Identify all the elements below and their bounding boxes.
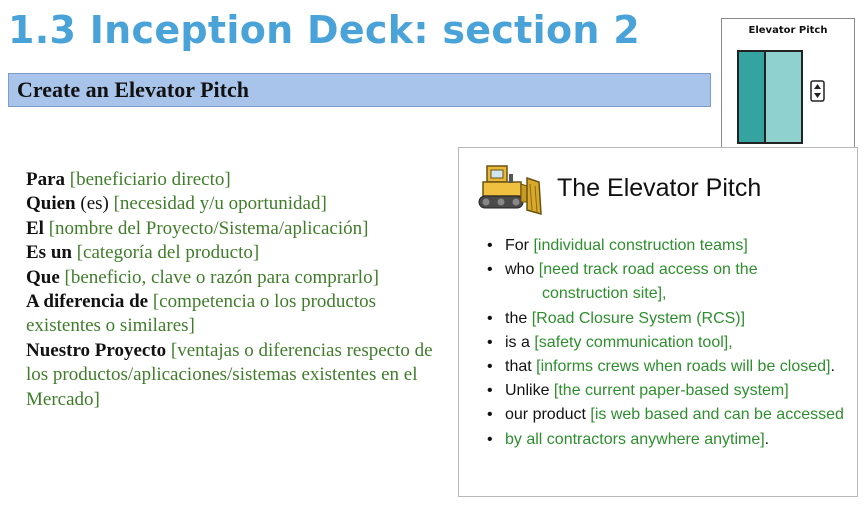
template-line: Nuestro Proyecto [ventajas o diferencias… xyxy=(26,339,446,412)
bullet-lead: the xyxy=(505,309,532,327)
template-placeholder: [necesidad y/u oportunidad] xyxy=(113,193,327,215)
bullet-continuation: construction site], xyxy=(485,282,857,306)
template-keyword: A diferencia de xyxy=(26,291,149,313)
bullet-value: [is web based and can be accessed xyxy=(590,406,844,424)
template-keyword: Para xyxy=(26,169,66,190)
bullet-item: • Unlike [the current paper-based system] xyxy=(487,382,789,400)
bullet-value: [the current paper-based system] xyxy=(553,382,789,400)
template-line: Para [beneficiario directo] xyxy=(26,168,446,192)
bullet-lead: For xyxy=(505,237,534,254)
elevator-pitch-card: Elevator Pitch xyxy=(721,18,855,150)
template-line: El [nombre del Proyecto/Sistema/aplicaci… xyxy=(26,217,446,241)
bullet-item: • by all contractors anywhere anytime]. xyxy=(487,430,770,448)
bullet-lead: that xyxy=(505,358,537,376)
template-placeholder: [beneficiario directo] xyxy=(65,169,231,190)
slide-subtitle: Create an Elevator Pitch xyxy=(17,77,249,102)
template-placeholder: [beneficio, clave o razón para comprarlo… xyxy=(59,266,379,288)
bullet-item: • who [need track road access on the xyxy=(487,261,758,279)
bulldozer-icon xyxy=(478,165,542,216)
template-keyword: Nuestro Proyecto xyxy=(26,339,167,361)
elevator-icon xyxy=(737,50,825,144)
template-keyword: Que xyxy=(26,266,60,288)
elevator-pitch-template: Para [beneficiario directo] Quien (es) [… xyxy=(26,168,446,412)
slide-title: 1.3 Inception Deck: section 2 xyxy=(8,8,640,52)
template-connector: (es) xyxy=(75,193,114,215)
template-placeholder: [ventajas o diferencias respecto de los … xyxy=(26,339,433,410)
bullet-value: [need track road access on the xyxy=(538,261,758,279)
template-line: A diferencia de [competencia o los produ… xyxy=(26,290,446,339)
bullet-value: [safety communication tool], xyxy=(534,333,733,351)
bullet-item: • the [Road Closure System (RCS)] xyxy=(487,309,746,327)
template-keyword: Quien xyxy=(26,193,76,215)
template-keyword: Es un xyxy=(26,242,72,264)
bullet-tail: . xyxy=(830,358,835,376)
template-line: Quien (es) [necesidad y/u oportunidad] xyxy=(26,192,446,216)
example-bullet-list: • For [individual construction teams] • wh… xyxy=(485,234,857,452)
template-placeholder: [categoría del producto] xyxy=(71,242,260,264)
bullet-value: [individual construction teams] xyxy=(533,237,748,254)
bullet-value: construction site], xyxy=(542,285,667,303)
bullet-item: • is a [safety communication tool], xyxy=(487,333,733,351)
bullet-item: • that [informs crews when roads will be … xyxy=(487,358,835,376)
template-keyword: El xyxy=(26,217,44,239)
card-title: Elevator Pitch xyxy=(748,25,828,36)
bullet-lead: our product xyxy=(505,406,591,424)
template-placeholder: [nombre del Proyecto/Sistema/aplicación] xyxy=(43,217,369,239)
example-pitch-panel: The Elevator Pitch • For [individual cons… xyxy=(458,147,858,497)
bullet-lead: is a xyxy=(505,333,535,351)
bullet-lead: who xyxy=(505,261,539,279)
example-title: The Elevator Pitch xyxy=(557,174,762,202)
bullet-item: • our product [is web based and can be ac… xyxy=(487,406,844,424)
bullet-value: by all contractors anywhere anytime] xyxy=(505,430,765,448)
template-line: Que [beneficio, clave o razón para compr… xyxy=(26,266,446,290)
bullet-lead: Unlike xyxy=(505,382,554,400)
template-line: Es un [categoría del producto] xyxy=(26,241,446,265)
bullet-value: [Road Closure System (RCS)] xyxy=(531,309,746,327)
subtitle-bar: Create an Elevator Pitch xyxy=(8,73,711,107)
bullet-tail: . xyxy=(764,430,770,448)
bullet-value: [informs crews when roads will be closed… xyxy=(536,358,831,376)
bullet-item: • For [individual construction teams] xyxy=(487,237,748,254)
template-placeholder: [competencia o los productos existentes … xyxy=(26,291,377,337)
